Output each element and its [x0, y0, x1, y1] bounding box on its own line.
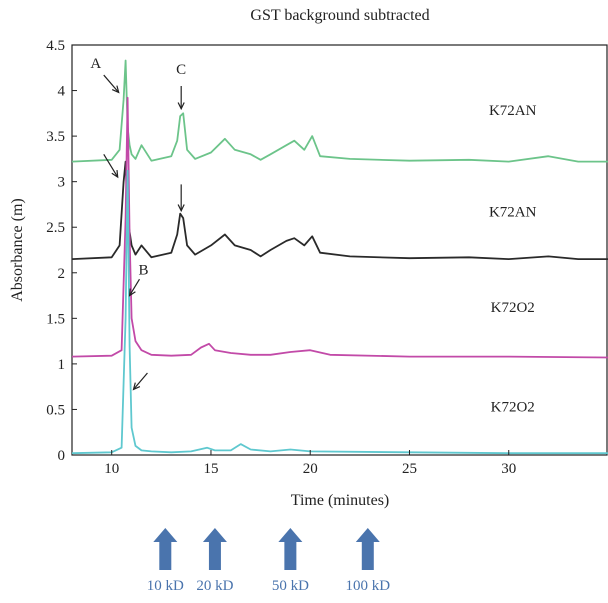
y-tick-label: 1.5 [46, 311, 65, 327]
y-axis-label: Absorbance (m) [9, 198, 26, 302]
annotation-letter: C [176, 62, 186, 78]
marker-label: 100 kD [345, 578, 390, 594]
plot-frame [71, 44, 608, 456]
curve-label: K72O2 [491, 399, 535, 415]
x-axis-ticks: 10 15 20 25 30 [104, 450, 516, 477]
y-tick-label: 2 [58, 266, 66, 282]
annotation-arrow [103, 154, 119, 178]
y-tick-label: 2.5 [46, 220, 65, 236]
x-tick-label: 10 [104, 461, 119, 477]
annotation-arrowhead [111, 85, 120, 94]
annotation-arrowhead [177, 102, 185, 111]
series-group [71, 59, 608, 455]
curve-label: K72AN [489, 103, 537, 119]
chart-title: GST background subtracted [250, 7, 429, 24]
marker-label: 20 kD [196, 578, 233, 594]
y-tick-label: 4.5 [46, 38, 65, 54]
x-axis-label: Time (minutes) [291, 492, 390, 509]
curve-label: K72AN [489, 204, 537, 220]
y-tick-label: 1 [58, 357, 66, 373]
annotation-arrowhead [177, 204, 185, 213]
x-tick-label: 20 [303, 461, 318, 477]
marker-label: 50 kD [272, 578, 309, 594]
plot-area: 10 15 20 25 30 00.511.522.533.544.5 K72ANK72… [46, 38, 608, 477]
marker-arrow [355, 528, 380, 570]
series-line-3 [71, 96, 608, 359]
molecular-weight-markers: 10 kD 20 kD 50 kD 100 kD [147, 528, 390, 594]
annotation-arrowhead [128, 288, 136, 297]
y-tick-label: 0 [58, 448, 66, 464]
annotation-letter: B [138, 263, 148, 279]
curve-labels: K72AN K72AN K72O2 K72O2 [489, 103, 537, 415]
marker-label: 10 kD [147, 578, 184, 594]
annotation-arrow [129, 278, 141, 296]
marker-arrow [153, 528, 178, 570]
annotation-arrowhead [111, 170, 119, 179]
series-line-4 [71, 169, 608, 455]
peak-annotations: A C B [90, 56, 186, 391]
x-tick-label: 15 [203, 461, 218, 477]
y-tick-label: 4 [58, 84, 66, 100]
marker-arrow [278, 528, 303, 570]
y-axis-ticks: 0 0.5 1 1.5 2 2.5 3 3.5 4 4.5 [46, 38, 77, 464]
y-tick-label: 3 [58, 175, 66, 191]
marker-arrow [202, 528, 227, 570]
x-tick-label: 30 [501, 461, 516, 477]
y-tick-label: 0.5 [46, 402, 65, 418]
curve-label: K72O2 [491, 300, 535, 316]
annotation-arrowhead [132, 382, 141, 391]
annotation-arrow [103, 74, 120, 93]
y-tick-label: 3.5 [46, 129, 65, 145]
annotation-arrow [133, 372, 148, 390]
annotation-letter: A [90, 56, 101, 72]
x-tick-label: 25 [402, 461, 417, 477]
